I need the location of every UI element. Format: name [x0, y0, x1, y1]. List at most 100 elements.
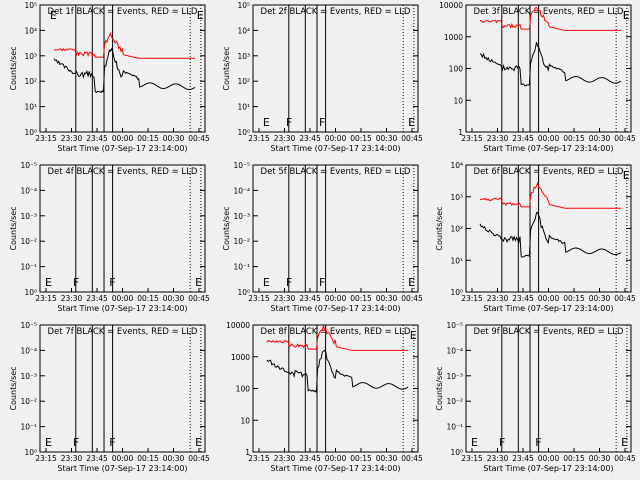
y-tick-label: 10⁰: [450, 448, 463, 457]
x-axis-label: Start Time (07-Sep-17 23:14:00): [270, 464, 400, 473]
panel-det-2: Det 2f BLACK = Events, RED = LLD 10⁰ 10¹ 10…: [222, 1, 423, 153]
plot-frame: [465, 164, 632, 293]
flag-letter: E: [195, 276, 202, 289]
x-tick-label: 23:15: [248, 134, 270, 143]
x-tick-label: 23:45: [86, 294, 108, 303]
events-series-line: [479, 42, 622, 87]
y-tick-label: 10⁻²: [20, 237, 37, 246]
x-tick-label: 00:45: [188, 454, 210, 463]
x-tick-label: 23:30: [274, 454, 296, 463]
x-tick-label: 23:30: [274, 294, 296, 303]
plot-frame: [465, 324, 632, 453]
x-tick-label: 00:15: [563, 134, 585, 143]
x-axis-label: Start Time (07-Sep-17 23:14:00): [57, 304, 187, 313]
flag-letter: F: [319, 276, 325, 289]
x-tick-label: 00:30: [589, 134, 611, 143]
x-tick-label: 23:15: [461, 134, 483, 143]
x-tick-label: 00:15: [563, 294, 585, 303]
x-tick-label: 00:15: [350, 454, 372, 463]
y-tick-label: 10⁴: [450, 161, 463, 170]
y-tick-label: 10⁻⁴: [20, 186, 37, 195]
flag-letter: F: [499, 436, 505, 449]
x-tick-label: 00:00: [325, 134, 347, 143]
y-tick-label: 10⁻⁵: [446, 321, 463, 330]
y-tick-label: 10¹: [237, 103, 250, 112]
panel-det-8: Det 8f BLACK = Events, RED = LLD 1 10 100 10…: [226, 321, 423, 473]
x-tick-label: 00:45: [401, 294, 423, 303]
panel-det-6: Det 6f BLACK = Events, RED = LLD 10⁰ 10¹ 10…: [435, 161, 636, 313]
y-tick-label: 10⁻⁴: [20, 346, 37, 355]
plot-frame: [39, 324, 206, 453]
x-tick-label: 23:45: [299, 134, 321, 143]
y-tick-label: 10⁵: [24, 1, 37, 10]
x-tick-label: 23:45: [512, 454, 534, 463]
x-tick-label: 00:15: [137, 134, 159, 143]
x-tick-label: 00:00: [538, 294, 560, 303]
x-tick-label: 00:30: [163, 294, 185, 303]
x-tick-label: 00:00: [112, 134, 134, 143]
plot-frame: [252, 164, 419, 293]
x-tick-label: 23:15: [35, 454, 57, 463]
x-tick-label: 23:15: [461, 294, 483, 303]
flag-letter: F: [73, 276, 79, 289]
y-tick-label: 10⁴: [237, 26, 250, 35]
y-tick-label: 10⁵: [237, 1, 250, 10]
x-axis-label: Start Time (07-Sep-17 23:14:00): [270, 304, 400, 313]
x-axis-label: Start Time (07-Sep-17 23:14:00): [270, 144, 400, 153]
y-tick-label: 10⁻¹: [20, 263, 37, 272]
y-axis-label: Counts/sec: [435, 206, 444, 250]
events-series-line: [266, 349, 409, 394]
x-tick-label: 23:15: [248, 294, 270, 303]
x-tick-label: 23:45: [512, 294, 534, 303]
x-tick-label: 23:30: [274, 134, 296, 143]
y-tick-label: 10⁻²: [20, 397, 37, 406]
x-tick-label: 00:00: [538, 134, 560, 143]
x-tick-label: 00:00: [325, 294, 347, 303]
y-tick-label: 10²: [237, 77, 250, 86]
flag-letter: E: [195, 436, 202, 449]
x-tick-label: 00:30: [589, 294, 611, 303]
x-tick-label: 23:30: [487, 134, 509, 143]
y-tick-label: 10³: [24, 52, 37, 61]
lld-series-line: [266, 323, 409, 351]
panel-title: Det 7f BLACK = Events, RED = LLD: [48, 327, 198, 337]
y-tick-label: 1: [245, 448, 250, 457]
y-axis-label: Counts/sec: [9, 46, 18, 90]
y-tick-label: 10⁻¹: [446, 423, 463, 432]
y-tick-label: 10⁻⁴: [446, 346, 463, 355]
flag-letter: E: [45, 276, 52, 289]
y-tick-label: 1: [458, 128, 463, 137]
y-tick-label: 10⁴: [24, 26, 37, 35]
y-tick-label: 100: [236, 385, 251, 394]
panel-title: Det 9f BLACK = Events, RED = LLD: [474, 327, 624, 337]
x-tick-label: 23:15: [248, 454, 270, 463]
flag-letter: F: [73, 436, 79, 449]
x-tick-label: 00:15: [137, 454, 159, 463]
x-tick-label: 00:15: [350, 134, 372, 143]
x-tick-label: 23:30: [61, 134, 83, 143]
x-tick-label: 23:45: [86, 134, 108, 143]
panel-det-3: Det 3f BLACK = Events, RED = LLD 1 10 100 10…: [439, 1, 636, 153]
y-tick-label: 10000: [226, 321, 250, 330]
panel-title: Det 1f BLACK = Events, RED = LLD: [48, 7, 198, 17]
lld-series-line: [53, 31, 196, 59]
x-tick-label: 00:30: [163, 454, 185, 463]
flag-letter: E: [623, 169, 630, 182]
x-tick-label: 00:15: [137, 294, 159, 303]
y-tick-label: 1000: [444, 33, 463, 42]
y-tick-label: 10⁻⁴: [233, 186, 250, 195]
x-axis-label: Start Time (07-Sep-17 23:14:00): [483, 144, 613, 153]
panel-title: Det 6f BLACK = Events, RED = LLD: [474, 167, 624, 177]
x-tick-label: 23:45: [512, 134, 534, 143]
y-tick-label: 10: [453, 96, 463, 105]
panel-det-7: Det 7f BLACK = Events, RED = LLD 10⁰ 10⁻¹ 1…: [9, 321, 210, 473]
y-tick-label: 10⁻⁵: [20, 321, 37, 330]
x-tick-label: 00:15: [350, 294, 372, 303]
panel-det-5: Det 5f BLACK = Events, RED = LLD 10⁰ 10⁻¹ 1…: [222, 161, 423, 313]
x-tick-label: 00:45: [188, 294, 210, 303]
x-tick-label: 23:30: [487, 294, 509, 303]
y-tick-label: 10⁻³: [20, 212, 37, 221]
y-tick-label: 10000: [439, 1, 463, 10]
flag-letter: E: [45, 436, 52, 449]
